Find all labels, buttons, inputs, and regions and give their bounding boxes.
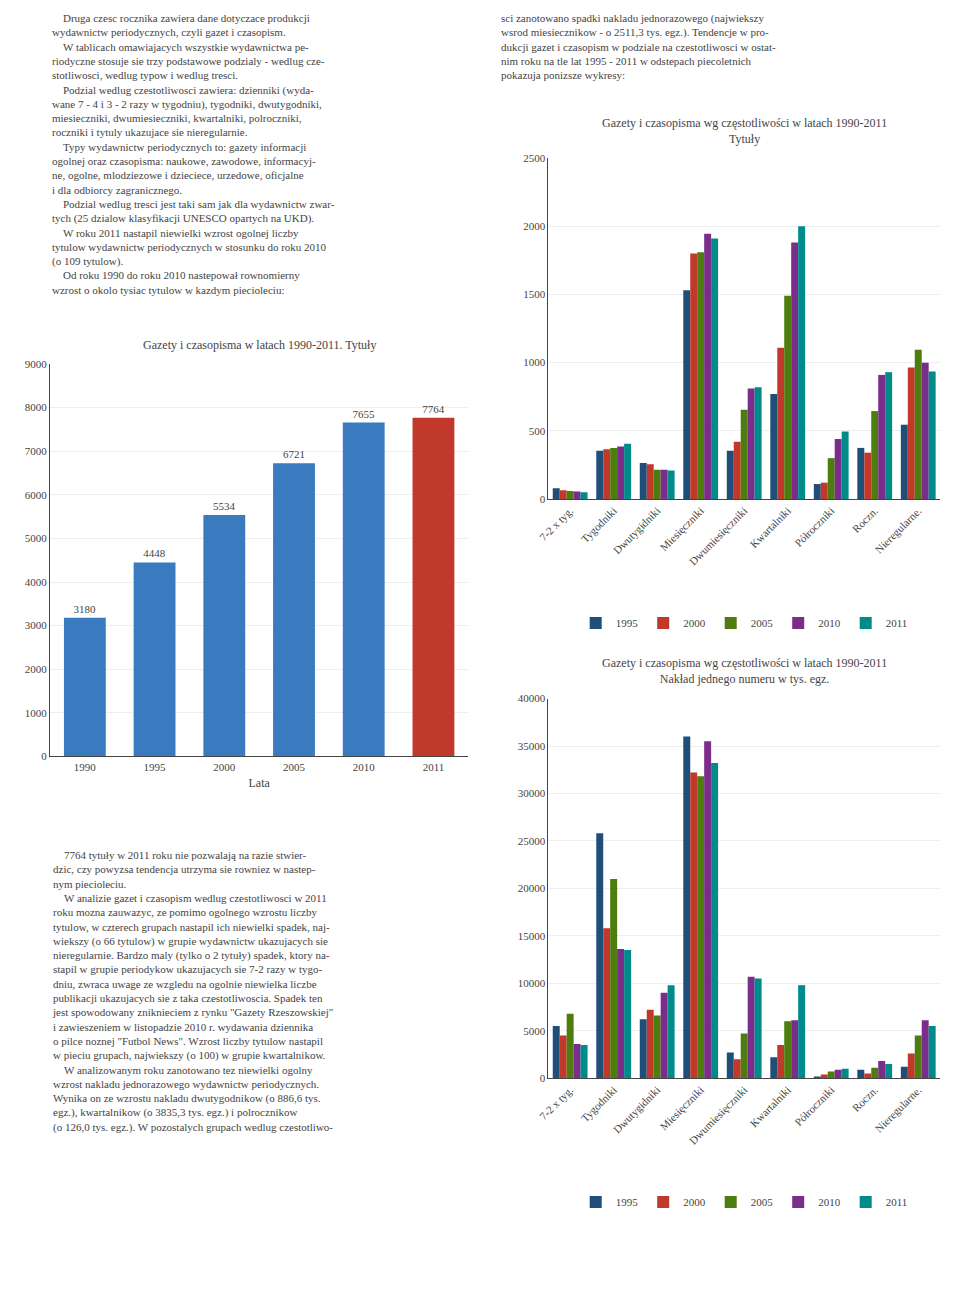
svg-text:2005: 2005: [751, 1196, 774, 1208]
svg-text:2011: 2011: [423, 761, 445, 773]
svg-text:10000: 10000: [518, 977, 546, 989]
svg-text:Tygodniki: Tygodniki: [579, 505, 619, 545]
svg-text:5534: 5534: [213, 500, 236, 512]
svg-text:1000: 1000: [523, 356, 546, 368]
svg-text:Gazety i czasopisma wg częstot: Gazety i czasopisma wg częstotliwości w …: [602, 116, 887, 146]
svg-text:15000: 15000: [518, 930, 546, 942]
svg-text:Kwartalniki: Kwartalniki: [747, 505, 793, 551]
svg-text:2005: 2005: [751, 617, 774, 629]
svg-text:2000: 2000: [25, 663, 48, 675]
svg-text:20000: 20000: [518, 882, 546, 894]
svg-text:7-2 x tyg.: 7-2 x tyg.: [537, 504, 576, 543]
svg-text:2000: 2000: [683, 1196, 706, 1208]
svg-text:5000: 5000: [523, 1025, 546, 1037]
svg-text:500: 500: [529, 425, 546, 437]
svg-text:Roczn.: Roczn.: [850, 1084, 880, 1114]
svg-text:sci zanotowano spadki nakladu: sci zanotowano spadki nakladu jednorazow…: [501, 12, 776, 81]
svg-text:5000: 5000: [25, 532, 48, 544]
svg-text:Dwumiesięczniki: Dwumiesięczniki: [687, 1084, 750, 1147]
svg-text:9000: 9000: [25, 358, 48, 370]
svg-text:3180: 3180: [74, 603, 97, 615]
svg-text:Dwutygidniki: Dwutygidniki: [611, 505, 663, 557]
svg-text:Nieregularne.: Nieregularne.: [873, 1084, 924, 1135]
svg-text:Druga czesc rocznika zawiera d: Druga czesc rocznika zawiera dane dotycz…: [52, 12, 335, 296]
svg-text:4000: 4000: [25, 576, 48, 588]
svg-text:Półroczniki: Półroczniki: [792, 505, 836, 549]
svg-text:7655: 7655: [352, 408, 375, 420]
svg-text:7000: 7000: [25, 445, 48, 457]
svg-text:40000: 40000: [518, 692, 546, 704]
svg-text:2010: 2010: [818, 617, 841, 629]
svg-text:7764: 7764: [422, 403, 445, 415]
svg-text:1995: 1995: [616, 1196, 639, 1208]
svg-text:7764 tytuły w 2011 roku nie po: 7764 tytuły w 2011 roku nie pozwalają na…: [52, 849, 333, 1134]
svg-text:2000: 2000: [213, 761, 236, 773]
svg-text:Miesięczniki: Miesięczniki: [657, 505, 706, 554]
svg-text:0: 0: [41, 750, 47, 762]
svg-text:2010: 2010: [353, 761, 376, 773]
svg-text:2011: 2011: [886, 617, 908, 629]
svg-text:Gazety i czasopisma w latach 1: Gazety i czasopisma w latach 1990-2011. …: [143, 338, 376, 352]
svg-text:35000: 35000: [518, 740, 546, 752]
svg-text:30000: 30000: [518, 787, 546, 799]
svg-text:2005: 2005: [283, 761, 306, 773]
svg-text:0: 0: [540, 1072, 546, 1084]
svg-text:2500: 2500: [523, 152, 546, 164]
svg-text:Miesięczniki: Miesięczniki: [657, 1084, 706, 1133]
svg-text:6000: 6000: [25, 489, 48, 501]
svg-text:1500: 1500: [523, 288, 546, 300]
svg-text:7-2 x tyg.: 7-2 x tyg.: [537, 1084, 576, 1123]
svg-text:1995: 1995: [616, 617, 639, 629]
svg-text:0: 0: [540, 493, 546, 505]
svg-text:1995: 1995: [144, 761, 167, 773]
svg-text:2011: 2011: [886, 1196, 908, 1208]
svg-text:Gazety i czasopisma wg częstot: Gazety i czasopisma wg częstotliwości w …: [602, 656, 887, 686]
svg-text:Dwumiesięczniki: Dwumiesięczniki: [687, 505, 750, 568]
svg-text:25000: 25000: [518, 835, 546, 847]
svg-text:Dwutygidniki: Dwutygidniki: [611, 1084, 663, 1136]
svg-text:Półroczniki: Półroczniki: [792, 1084, 836, 1128]
svg-text:2010: 2010: [818, 1196, 841, 1208]
svg-text:Roczn.: Roczn.: [850, 504, 880, 534]
svg-text:Tygodniki: Tygodniki: [579, 1084, 619, 1124]
svg-text:1000: 1000: [25, 707, 48, 719]
svg-text:6721: 6721: [283, 448, 305, 460]
svg-text:2000: 2000: [523, 220, 546, 232]
svg-text:8000: 8000: [25, 401, 48, 413]
svg-text:Kwartalniki: Kwartalniki: [747, 1084, 793, 1130]
svg-text:Nieregularne.: Nieregularne.: [873, 504, 924, 555]
svg-text:1990: 1990: [74, 761, 97, 773]
svg-text:Lata: Lata: [248, 776, 270, 790]
svg-text:3000: 3000: [25, 619, 48, 631]
svg-text:2000: 2000: [683, 617, 706, 629]
svg-text:4448: 4448: [143, 547, 166, 559]
